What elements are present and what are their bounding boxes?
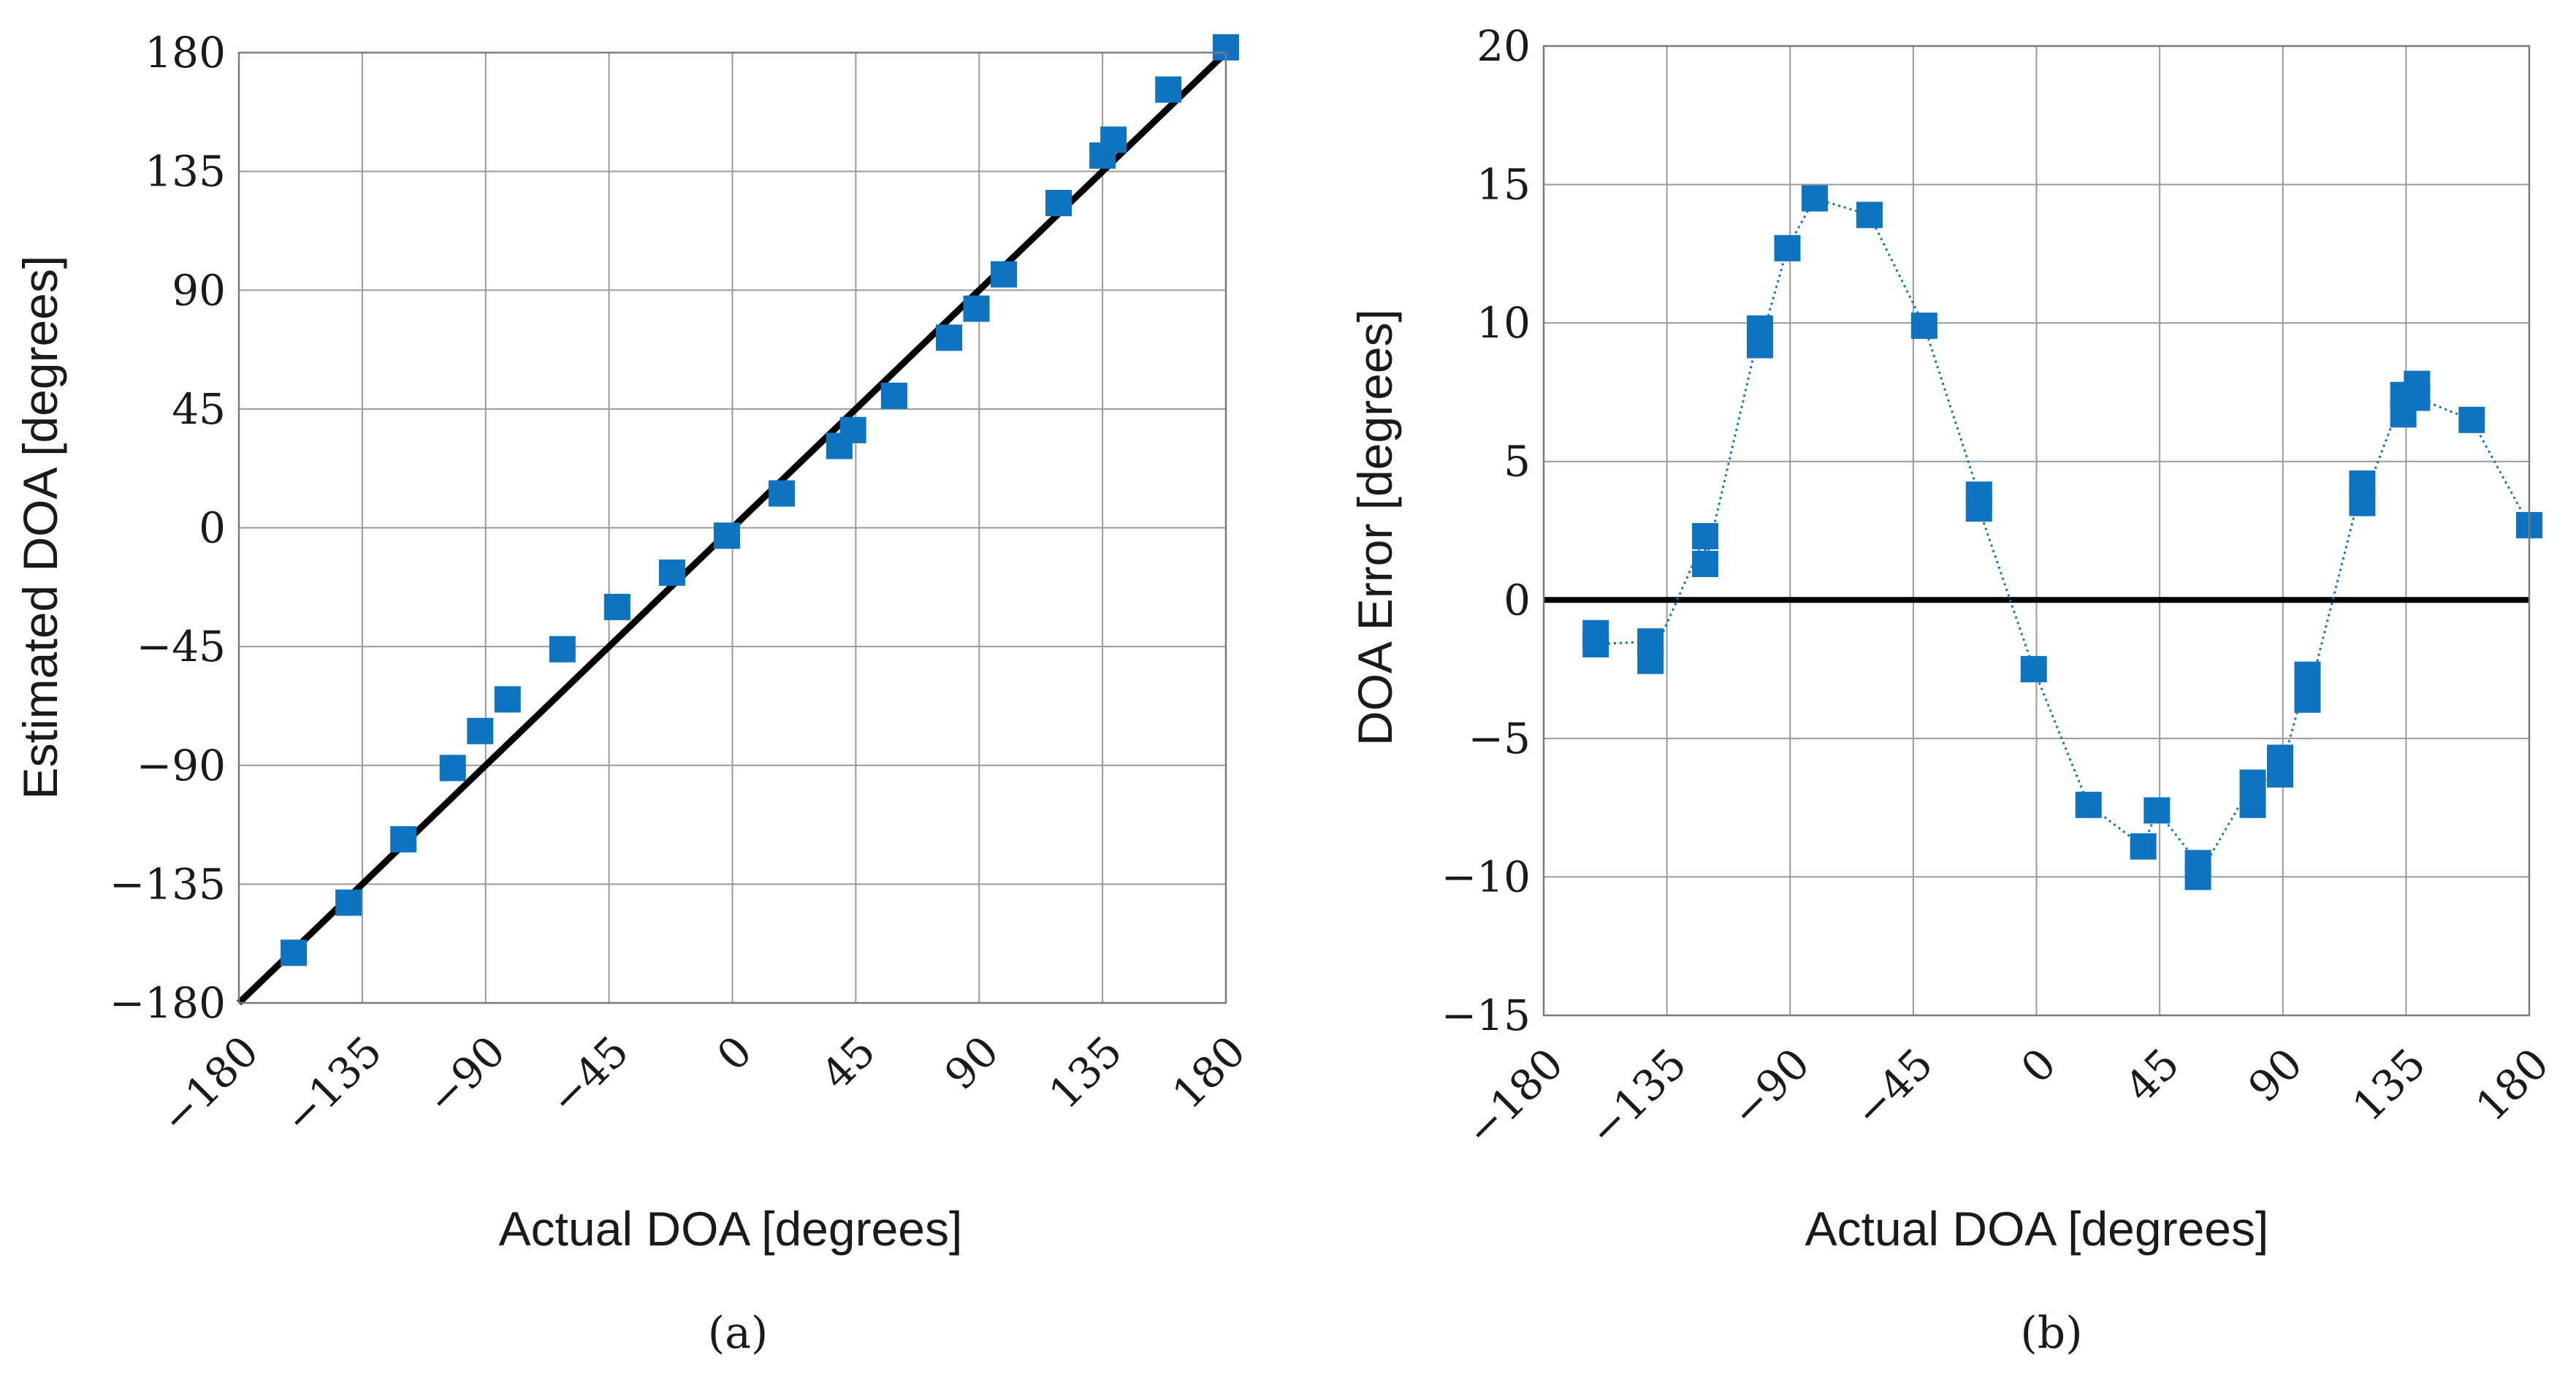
- panel-b-x-tick-label: 0: [2011, 1039, 2065, 1093]
- panel-a-x-tick-label: 180: [1163, 1026, 1255, 1118]
- panel-b-error-line: [1594, 197, 2531, 881]
- panel-a-data-point: [935, 324, 962, 351]
- panel-a-x-tick-label: 0: [707, 1026, 761, 1080]
- panel-a-y-tick-label: 0: [199, 503, 226, 553]
- panel-a-data-point: [494, 686, 521, 713]
- panel-a-y-tick-label: −45: [137, 622, 226, 671]
- panel-b-y-tick-label: −5: [1468, 714, 1531, 763]
- panel-a-data-point: [549, 636, 576, 663]
- panel-a-x-tick-label: −90: [416, 1026, 515, 1125]
- panel-a-x-axis-label: Actual DOA [degrees]: [499, 1202, 963, 1256]
- panel-b-data-point: [2075, 791, 2102, 818]
- panel-a-data-point: [603, 593, 630, 620]
- panel-a-data-point: [713, 522, 740, 549]
- panel-a-caption: (a): [708, 1308, 769, 1359]
- panel-a-data-point: [1045, 189, 1072, 216]
- panel-b-data-point: [1910, 312, 1937, 339]
- panel-b-plot-frame: [1542, 45, 2531, 1017]
- panel-b-x-tick-label: 45: [2116, 1039, 2189, 1112]
- panel-b-data-point: [2458, 406, 2485, 433]
- panel-b-data-point: [2349, 489, 2376, 516]
- panel-b-grid: [1543, 45, 2530, 1016]
- panel-b-data-point: [2239, 769, 2266, 796]
- panel-a-x-tick-labels: −180 −135 −90 −45 0 45 90 135 180: [150, 1026, 1255, 1144]
- panel-b-y-tick-label: 5: [1504, 437, 1531, 487]
- panel-a-data-point: [839, 416, 866, 443]
- panel-a-data-point: [390, 825, 417, 852]
- panel-b-data-point: [1747, 332, 1774, 359]
- panel-b-data-point: [2130, 833, 2157, 860]
- panel-b-data-point: [2404, 384, 2431, 411]
- panel-a-data-point: [335, 889, 362, 916]
- panel-b-data-point: [1856, 202, 1883, 229]
- panel-a-data-point: [467, 717, 494, 744]
- panel-b-data-point: [2144, 797, 2171, 824]
- panel-a-y-axis-label: Estimated DOA [degrees]: [13, 256, 67, 800]
- panel-a-y-tick-labels: −180 −135 −90 −45 0 45 90 135 180: [110, 28, 226, 1028]
- panel-b-data-point: [2294, 686, 2321, 713]
- panel-b-data-point: [2184, 863, 2211, 890]
- panel-b-x-tick-label: −135: [1579, 1039, 1696, 1156]
- panel-a-y-tick-label: 45: [172, 384, 226, 434]
- panel-a-data-point: [1100, 126, 1127, 153]
- panel-a-x-tick-label: −135: [274, 1026, 392, 1144]
- panel-b-y-axis-label: DOA Error [degrees]: [1348, 309, 1402, 746]
- panel-a-y-tick-label: −90: [137, 741, 226, 790]
- panel-b-y-tick-label: 15: [1476, 160, 1531, 210]
- panel-b-y-tick-labels: −15 −10 −5 0 5 10 15 20: [1441, 21, 1531, 1040]
- panel-b-data-point: [2267, 761, 2294, 788]
- panel-b-doa-error: −180 −135 −90 −45 0 45 90 135 180 −15 −10 −5 0 5 10 15…: [1348, 21, 2558, 1359]
- panel-b-x-tick-label: 90: [2238, 1039, 2312, 1112]
- panel-b-data-point: [1965, 495, 1992, 522]
- panel-a-x-tick-label: −180: [150, 1026, 268, 1144]
- panel-b-y-tick-label: 10: [1476, 298, 1531, 348]
- panel-b-x-tick-label: −90: [1721, 1039, 1820, 1137]
- panel-b-data-point: [2239, 791, 2266, 818]
- panel-a-data-point: [1155, 76, 1182, 103]
- panel-b-error-line-layer: [1594, 197, 2531, 881]
- panel-b-markers: [1582, 185, 2542, 890]
- panel-a-data-point: [991, 261, 1018, 288]
- panel-b-data-point: [1692, 550, 1719, 577]
- panel-b-y-tick-label: 0: [1504, 575, 1531, 625]
- panel-a-plot-frame: [237, 51, 1227, 1004]
- panel-b-x-tick-label: −45: [1844, 1039, 1943, 1137]
- panel-b-x-tick-labels: −180 −135 −90 −45 0 45 90 135 180: [1455, 1039, 2558, 1156]
- panel-a-y-tick-label: −180: [110, 978, 226, 1028]
- panel-a-x-tick-label: 45: [812, 1026, 885, 1099]
- panel-a-x-tick-label: −45: [540, 1026, 639, 1125]
- panel-a-x-tick-label: 135: [1040, 1026, 1132, 1118]
- panel-b-y-tick-label: −10: [1441, 852, 1531, 901]
- panel-a-data-point: [880, 382, 907, 409]
- panel-a-y-tick-label: 135: [145, 147, 226, 197]
- panel-b-x-tick-label: −180: [1455, 1039, 1573, 1156]
- panel-a-data-point: [281, 939, 308, 966]
- panel-b-data-point: [1637, 647, 1664, 674]
- panel-b-caption: (b): [2020, 1308, 2082, 1359]
- panel-a-data-point: [769, 480, 796, 507]
- panel-a-data-point: [658, 559, 685, 586]
- panel-b-data-point: [2020, 656, 2047, 683]
- panel-b-data-point: [1801, 185, 1828, 212]
- panel-b-y-tick-label: −15: [1441, 991, 1531, 1040]
- panel-b-x-axis-label: Actual DOA [degrees]: [1805, 1202, 2269, 1256]
- panel-a-x-tick-label: 90: [935, 1026, 1008, 1099]
- panel-a-y-tick-label: −135: [110, 859, 226, 909]
- panel-a-data-point: [439, 755, 466, 782]
- panel-a-markers: [281, 34, 1239, 966]
- panel-b-data-point: [1692, 523, 1719, 550]
- panel-b-data-point: [1582, 630, 1609, 657]
- panel-a-data-point: [963, 295, 990, 322]
- panel-b-y-tick-label: 20: [1476, 21, 1531, 71]
- panel-b-x-tick-label: 180: [2466, 1039, 2558, 1131]
- panel-b-data-point: [2294, 661, 2321, 688]
- panel-a-y-tick-label: 90: [172, 265, 226, 315]
- panel-b-x-tick-label: 135: [2343, 1039, 2435, 1131]
- panel-a-estimated-vs-actual: −180 −135 −90 −45 0 45 90 135 180 −180−135−90−45…: [13, 28, 1255, 1359]
- panel-a-y-tick-label: 180: [145, 28, 226, 77]
- panel-b-data-point: [1774, 234, 1801, 262]
